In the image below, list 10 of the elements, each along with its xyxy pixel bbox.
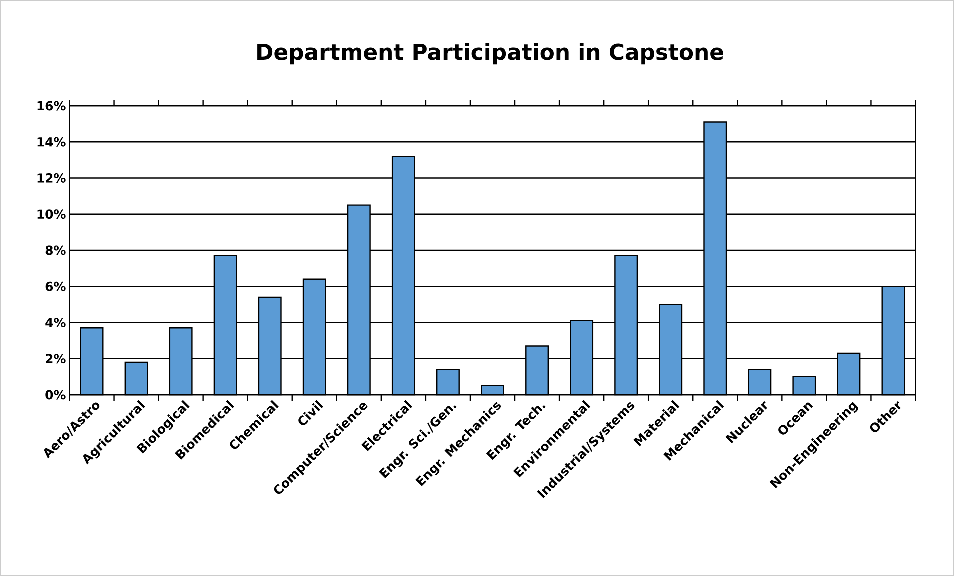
chart-title: Department Participation in Capstone: [258, 43, 724, 65]
y-tick-label: 10%: [38, 210, 66, 220]
y-tick-label: 8%: [46, 246, 66, 256]
y-tick-label: 4%: [46, 318, 66, 328]
y-tick-label: 14%: [38, 137, 66, 147]
y-tick-label: 12%: [38, 174, 66, 183]
y-tick-label: 16%: [38, 101, 66, 111]
y-tick-label: 6%: [46, 282, 66, 292]
y-tick-label: 2%: [46, 354, 66, 364]
y-tick-label: 0%: [46, 390, 66, 400]
